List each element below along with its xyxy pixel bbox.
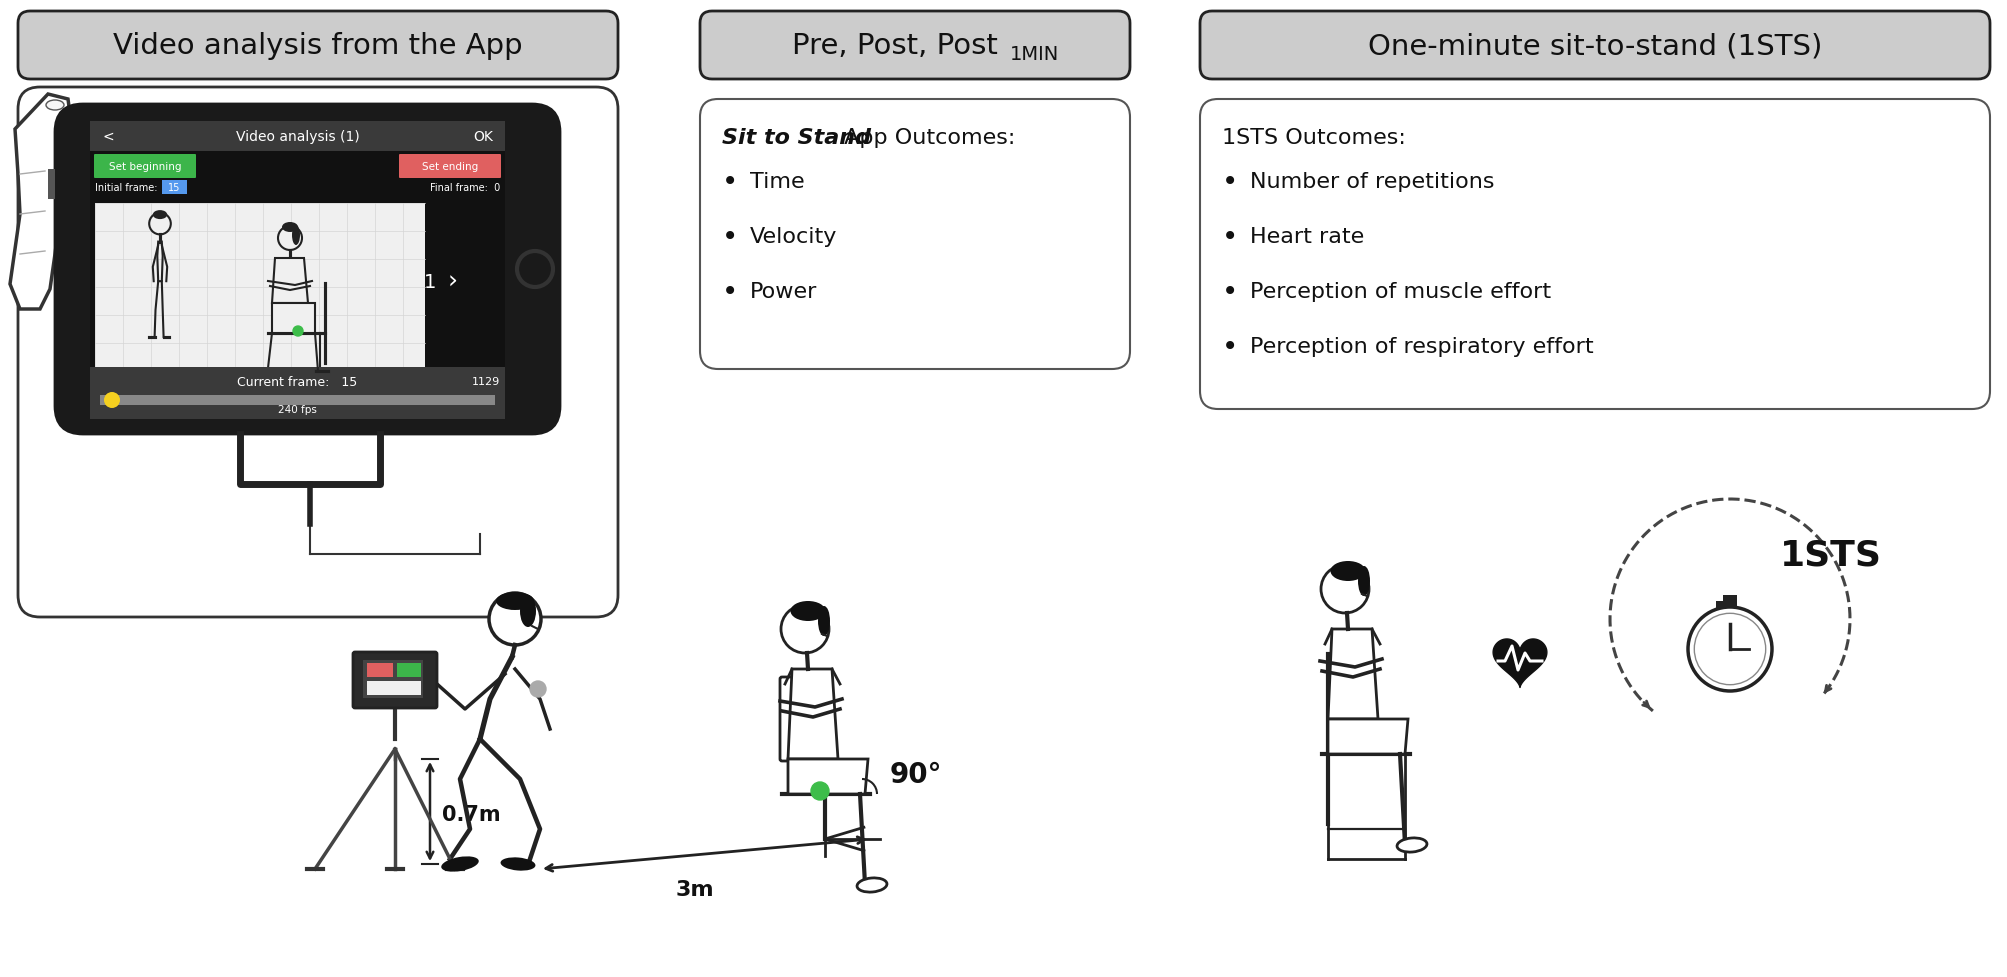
Ellipse shape <box>1331 562 1365 581</box>
Text: 1STS Outcomes:: 1STS Outcomes: <box>1222 128 1405 148</box>
Ellipse shape <box>819 607 831 636</box>
Text: Power: Power <box>751 281 817 302</box>
Text: •: • <box>1222 277 1238 306</box>
Text: ›: › <box>448 270 458 294</box>
Polygon shape <box>1329 719 1409 754</box>
Ellipse shape <box>500 858 536 871</box>
Bar <box>90 367 506 419</box>
Text: Video analysis from the App: Video analysis from the App <box>112 32 522 60</box>
Ellipse shape <box>104 393 120 408</box>
Bar <box>163 181 187 194</box>
FancyBboxPatch shape <box>353 653 438 708</box>
Bar <box>1722 595 1736 608</box>
Polygon shape <box>273 259 307 304</box>
Ellipse shape <box>1397 838 1427 852</box>
Text: Heart rate: Heart rate <box>1250 227 1365 247</box>
Ellipse shape <box>857 878 887 892</box>
FancyBboxPatch shape <box>781 677 797 761</box>
Ellipse shape <box>283 223 297 233</box>
Text: Set beginning: Set beginning <box>108 162 181 172</box>
Circle shape <box>530 681 546 698</box>
Text: Pre, Post, Post: Pre, Post, Post <box>793 32 997 60</box>
Polygon shape <box>273 304 315 334</box>
Ellipse shape <box>520 595 536 627</box>
Text: App Outcomes:: App Outcomes: <box>837 128 1016 148</box>
Circle shape <box>279 227 301 251</box>
Bar <box>367 681 421 696</box>
Circle shape <box>1321 566 1369 614</box>
Text: OK: OK <box>474 130 494 144</box>
FancyBboxPatch shape <box>1200 100 1991 409</box>
Ellipse shape <box>1359 567 1371 596</box>
Circle shape <box>781 606 829 654</box>
Bar <box>48 170 54 199</box>
Text: 1MIN: 1MIN <box>1010 45 1060 64</box>
Circle shape <box>293 326 303 337</box>
Text: Video analysis (1): Video analysis (1) <box>235 130 359 144</box>
Text: Number of repetitions: Number of repetitions <box>1250 172 1495 191</box>
Bar <box>90 122 506 151</box>
Bar <box>397 663 421 677</box>
Text: 3m: 3m <box>676 879 714 899</box>
Ellipse shape <box>791 602 825 621</box>
Text: Initial frame:: Initial frame: <box>94 183 157 192</box>
Polygon shape <box>789 669 839 759</box>
FancyBboxPatch shape <box>18 88 618 617</box>
Ellipse shape <box>442 857 480 871</box>
Circle shape <box>1688 608 1772 692</box>
FancyBboxPatch shape <box>18 12 618 80</box>
Text: Velocity: Velocity <box>751 227 837 247</box>
Bar <box>90 122 506 419</box>
Circle shape <box>490 593 542 646</box>
Text: •: • <box>1222 223 1238 251</box>
Ellipse shape <box>496 592 534 611</box>
Text: •: • <box>723 223 739 251</box>
Text: •: • <box>723 168 739 195</box>
FancyBboxPatch shape <box>54 105 560 435</box>
Text: Current frame:   15: Current frame: 15 <box>237 375 357 388</box>
Bar <box>1716 602 1724 610</box>
FancyBboxPatch shape <box>399 154 502 179</box>
Ellipse shape <box>291 226 299 246</box>
Text: •: • <box>1222 168 1238 195</box>
Text: •: • <box>723 277 739 306</box>
Text: Perception of respiratory effort: Perception of respiratory effort <box>1250 337 1594 357</box>
Text: Set ending: Set ending <box>421 162 478 172</box>
FancyBboxPatch shape <box>1200 12 1991 80</box>
Text: 15: 15 <box>169 183 181 192</box>
Text: One-minute sit-to-stand (1STS): One-minute sit-to-stand (1STS) <box>1369 32 1822 60</box>
FancyBboxPatch shape <box>700 100 1130 369</box>
Text: 240 fps: 240 fps <box>279 404 317 414</box>
Text: Time: Time <box>751 172 805 191</box>
Text: Final frame:  0: Final frame: 0 <box>429 183 500 192</box>
Bar <box>94 204 425 373</box>
Polygon shape <box>789 759 867 794</box>
FancyBboxPatch shape <box>94 154 197 179</box>
Ellipse shape <box>46 101 64 110</box>
Text: 90°: 90° <box>889 760 943 788</box>
Text: Sit to Stand: Sit to Stand <box>723 128 871 148</box>
Polygon shape <box>1493 639 1547 688</box>
FancyBboxPatch shape <box>700 12 1130 80</box>
Circle shape <box>149 214 171 235</box>
Bar <box>100 396 496 405</box>
Text: <: < <box>102 130 114 144</box>
Text: •: • <box>1222 332 1238 361</box>
Bar <box>363 660 423 699</box>
Text: 1129: 1129 <box>472 376 500 387</box>
Circle shape <box>811 783 829 800</box>
Text: 1STS: 1STS <box>1780 537 1883 572</box>
Bar <box>367 663 393 677</box>
Text: 1: 1 <box>423 273 436 291</box>
Text: 0.7m: 0.7m <box>442 804 500 825</box>
Ellipse shape <box>153 211 167 220</box>
Polygon shape <box>1329 629 1379 719</box>
Text: Perception of muscle effort: Perception of muscle effort <box>1250 281 1551 302</box>
Polygon shape <box>10 95 72 310</box>
